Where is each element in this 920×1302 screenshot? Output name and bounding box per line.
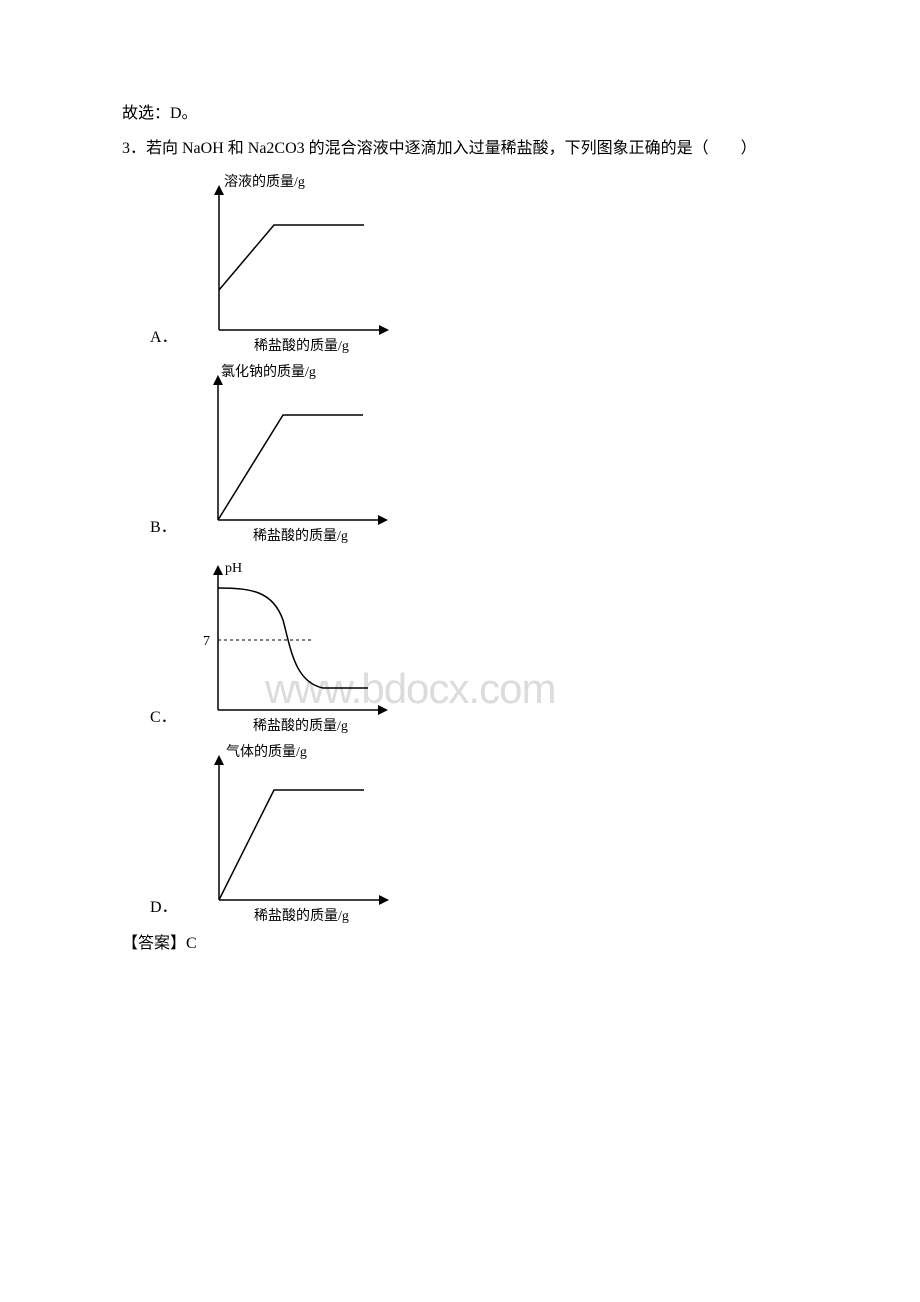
option-a-label: A． [90, 323, 178, 355]
option-c-label: C． [90, 703, 177, 735]
chart-a-line [219, 225, 364, 290]
chart-d-ylabel: 气体的质量/g [226, 744, 307, 760]
option-d-row: D． 气体的质量/g 稀盐酸的质量/g [90, 740, 830, 925]
previous-answer-text: 故选：D。 [90, 100, 830, 129]
chart-c: pH 7 稀盐酸的质量/g [183, 550, 413, 735]
chart-b: 氯化钠的质量/g 稀盐酸的质量/g [183, 360, 413, 545]
chart-c-ytick: 7 [203, 634, 210, 649]
option-b-label: B． [90, 513, 177, 545]
chart-d-line [219, 790, 364, 900]
chart-b-xlabel: 稀盐酸的质量/g [253, 528, 348, 544]
option-d-label: D． [90, 893, 178, 925]
chart-d-svg: 气体的质量/g 稀盐酸的质量/g [184, 740, 414, 925]
chart-a: 溶液的质量/g 稀盐酸的质量/g [184, 170, 414, 355]
chart-b-svg: 氯化钠的质量/g 稀盐酸的质量/g [183, 360, 413, 545]
chart-d-xarrow [379, 895, 389, 905]
chart-c-ylabel: pH [225, 561, 242, 576]
chart-d: 气体的质量/g 稀盐酸的质量/g [184, 740, 414, 925]
chart-a-xlabel: 稀盐酸的质量/g [254, 338, 349, 354]
chart-c-yarrow [213, 565, 223, 575]
option-b-row: B． 氯化钠的质量/g 稀盐酸的质量/g [90, 360, 830, 545]
chart-b-xarrow [378, 515, 388, 525]
chart-a-ylabel: 溶液的质量/g [224, 174, 305, 190]
chart-c-curve [218, 588, 368, 688]
question-text: 3．若向 NaOH 和 Na2CO3 的混合溶液中逐滴加入过量稀盐酸，下列图象正… [90, 135, 830, 164]
chart-a-yarrow [214, 185, 224, 195]
page-content: 故选：D。 3．若向 NaOH 和 Na2CO3 的混合溶液中逐滴加入过量稀盐酸… [90, 100, 830, 958]
chart-d-yarrow [214, 755, 224, 765]
chart-d-xlabel: 稀盐酸的质量/g [254, 908, 349, 924]
chart-a-xarrow [379, 325, 389, 335]
chart-b-line [218, 415, 363, 520]
chart-b-ylabel: 氯化钠的质量/g [221, 364, 316, 380]
chart-c-svg: pH 7 稀盐酸的质量/g [183, 550, 413, 735]
option-a-row: A． 溶液的质量/g 稀盐酸的质量/g [90, 170, 830, 355]
option-c-row: C． pH 7 稀盐酸的质量/g [90, 550, 830, 735]
chart-c-xarrow [378, 705, 388, 715]
chart-a-svg: 溶液的质量/g 稀盐酸的质量/g [184, 170, 414, 355]
answer-text: 【答案】C [90, 930, 830, 959]
chart-c-xlabel: 稀盐酸的质量/g [253, 718, 348, 734]
